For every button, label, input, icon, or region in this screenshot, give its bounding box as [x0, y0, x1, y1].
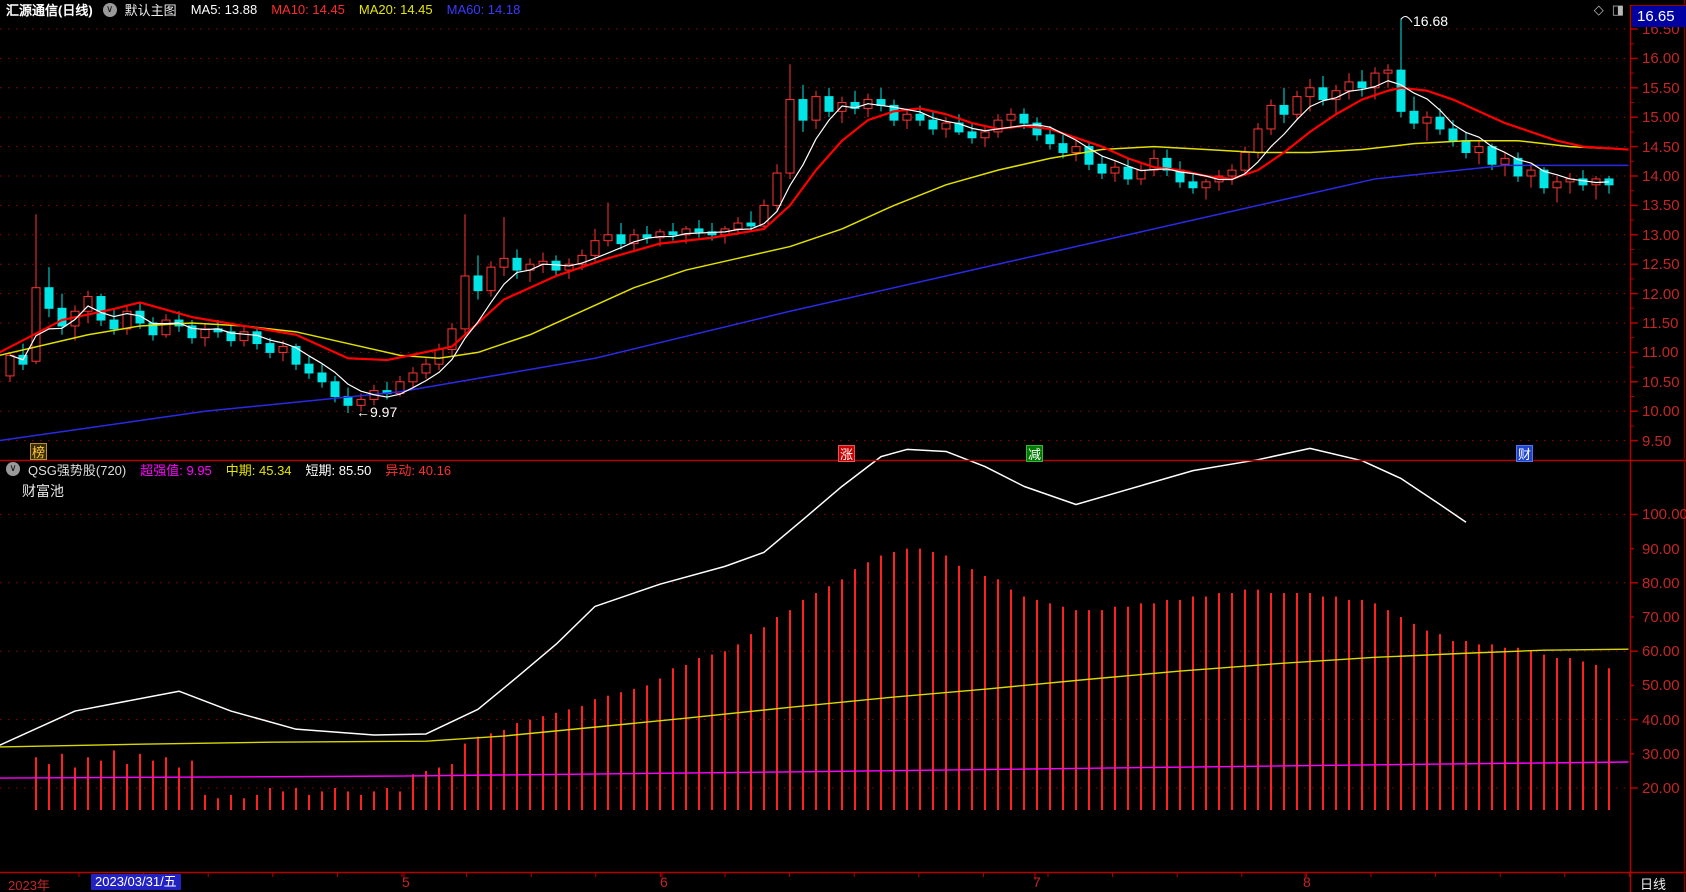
month-label: 5	[402, 874, 410, 890]
indicator-name: QSG强势股(720)	[28, 462, 127, 478]
price-axis-label: 16.00	[1642, 50, 1680, 68]
price-axis-label: 12.00	[1642, 285, 1680, 303]
ma-legend-item: MA5: 13.88	[190, 2, 258, 17]
price-axis-label: 13.00	[1642, 226, 1680, 244]
indicator-axis-label: 70.00	[1642, 609, 1680, 626]
event-badge[interactable]: 榜	[30, 443, 47, 460]
candles-layer	[5, 18, 1614, 413]
month-label: 8	[1303, 874, 1311, 890]
indicator-bars-layer	[35, 548, 1610, 810]
indicator-axis-label: 80.00	[1642, 574, 1680, 592]
price-axis-label: 14.50	[1642, 138, 1680, 156]
month-label: 6	[660, 874, 668, 890]
event-badge[interactable]: 减	[1026, 445, 1043, 462]
indicator-axis-label: 30.00	[1642, 745, 1680, 763]
price-axis-label: 12.50	[1642, 256, 1680, 274]
indicator-field: 短期: 85.50	[305, 462, 372, 478]
low-price-annotation: ←9.97	[356, 404, 398, 420]
price-axis-label: 15.50	[1642, 79, 1680, 97]
split-panel-icon[interactable]: ◨	[1611, 1, 1624, 17]
time-ticks	[78, 872, 1630, 880]
price-axis-label: 13.50	[1642, 197, 1680, 215]
main-gridlines	[0, 28, 1638, 442]
annotations-layer	[1400, 16, 1413, 23]
ma-legend-item: MA20: 14.45	[358, 2, 433, 17]
header-toolbar: ◇ ◨	[1594, 0, 1624, 19]
indicator-gridlines	[0, 513, 1638, 789]
period-selector[interactable]: 日线	[1640, 877, 1667, 892]
chevron-down-circle-icon[interactable]: ∨	[6, 462, 20, 476]
indicator-field: 超强值: 9.95	[140, 462, 212, 478]
indicator-axis-label: 60.00	[1642, 643, 1680, 661]
price-axis-label: 11.00	[1642, 344, 1679, 362]
indicator-axis-label: 50.00	[1642, 677, 1680, 695]
watermark-caifuchi: 财富池	[22, 483, 64, 499]
ma-legend: MA5: 13.88 MA10: 14.45 MA20: 14.45 MA60: 14…	[191, 2, 535, 17]
indicator-axis-label: 20.00	[1642, 780, 1680, 797]
month-label: 7	[1033, 874, 1041, 890]
left-arrow-icon: ←	[356, 404, 370, 420]
high-price-annotation: 16.68	[1413, 13, 1449, 29]
price-axis-label: 9.50	[1642, 432, 1672, 450]
ma-legend-item: MA10: 14.45	[271, 2, 345, 17]
indicator-axis-label: 90.00	[1642, 540, 1680, 558]
price-axis-label: 15.00	[1642, 109, 1680, 127]
indicator-values: 超强值: 9.95 中期: 45.34 短期: 85.50 异动: 40.16	[140, 460, 465, 479]
indicator-header: ∨ QSG强势股(720) 超强值: 9.95 中期: 45.34 短期: 85.5…	[4, 460, 465, 478]
price-axis-label: 10.50	[1642, 373, 1680, 391]
price-axis-label: 14.00	[1642, 168, 1680, 185]
event-badge[interactable]: 涨	[838, 445, 855, 462]
year-label: 2023年	[8, 878, 50, 892]
stock-title: 汇源通信(日线)	[6, 3, 93, 18]
price-axis-label: 10.00	[1642, 403, 1680, 421]
main-chart-header: 汇源通信(日线) ∨ 默认主图 MA5: 13.88 MA10: 14.45 MA2…	[0, 0, 534, 19]
ma-lines-layer	[0, 80, 1629, 442]
overlay-selector[interactable]: 默认主图	[124, 3, 177, 18]
chevron-down-circle-icon[interactable]: ∨	[102, 2, 117, 17]
indicator-field: 中期: 45.34	[225, 462, 292, 478]
date-label: 2023/03/31/五	[91, 874, 181, 890]
price-axis-label: 11.50	[1642, 315, 1679, 332]
diamond-icon[interactable]: ◇	[1593, 1, 1604, 17]
event-badge[interactable]: 财	[1516, 445, 1533, 462]
indicator-lines-layer	[0, 447, 1629, 779]
ma-legend-item: MA60: 14.18	[446, 2, 521, 17]
indicator-axis-label: 100.00	[1642, 506, 1686, 524]
indicator-axis-label: 40.00	[1642, 711, 1680, 729]
axis-max-price-box: 16.65	[1632, 5, 1686, 27]
indicator-field: 异动: 40.16	[385, 462, 452, 478]
